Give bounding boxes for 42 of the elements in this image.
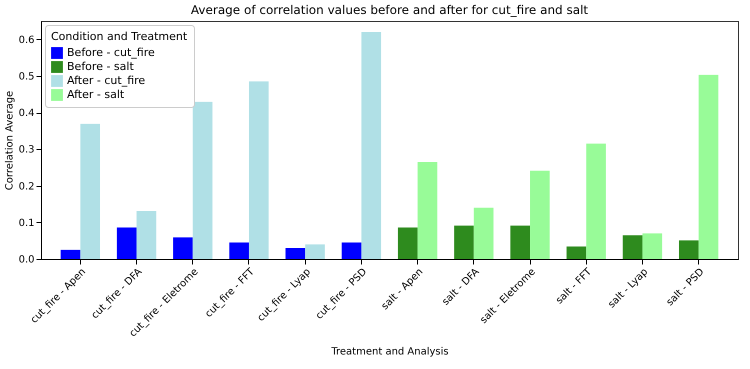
bar (510, 226, 530, 259)
x-tick-label: salt - FFT (554, 266, 595, 306)
bar (622, 235, 642, 259)
bar (418, 162, 438, 259)
bar (698, 74, 718, 259)
bar (398, 228, 418, 259)
bar (454, 226, 474, 259)
bar (586, 144, 606, 259)
bar (474, 208, 494, 259)
chart-title: Average of correlation values before and after for cut_fire and salt (190, 3, 588, 17)
y-tick-label: 0.3 (18, 144, 34, 156)
bar (173, 237, 193, 259)
legend-label: Before - cut_fire (67, 46, 155, 59)
x-axis-title: Treatment and Analysis (330, 346, 449, 358)
bar (229, 242, 249, 259)
bar (566, 246, 586, 259)
bar (192, 102, 212, 259)
legend-title: Condition and Treatment (51, 30, 188, 43)
y-tick-label: 0.6 (18, 34, 34, 46)
bar (60, 250, 80, 259)
bar (361, 32, 382, 259)
legend-label: After - cut_fire (67, 74, 146, 87)
y-axis-title: Correlation Average (4, 90, 16, 190)
bar (286, 248, 306, 259)
y-tick-label: 0.2 (18, 181, 34, 192)
bar (136, 211, 156, 259)
bar (530, 170, 550, 259)
bar (116, 228, 137, 259)
legend-label: After - salt (67, 88, 125, 101)
x-tick-label: salt - DFA (440, 266, 482, 308)
bar (342, 242, 362, 259)
y-tick-label: 0.0 (18, 254, 34, 266)
bar (305, 244, 325, 259)
bar (678, 240, 699, 259)
legend-label: Before - salt (67, 60, 134, 73)
bar (80, 124, 100, 259)
bar (248, 81, 269, 259)
y-tick-label: 0.1 (18, 218, 34, 229)
y-tick-label: 0.5 (18, 71, 34, 82)
y-tick-label: 0.4 (18, 108, 34, 120)
x-tick-label: salt - PSD (664, 266, 707, 308)
bar (642, 233, 662, 259)
